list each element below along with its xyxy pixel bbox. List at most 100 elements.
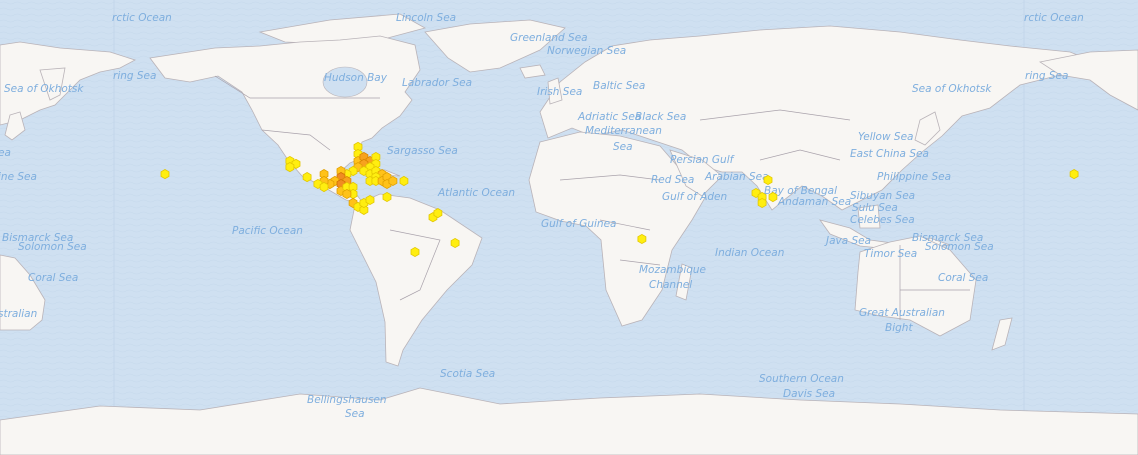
hudson-bay xyxy=(322,66,368,98)
land-layer xyxy=(0,13,1138,455)
hexbin-cell[interactable] xyxy=(388,175,398,187)
label-sibuyan-sea: Sibuyan Sea xyxy=(850,190,915,202)
hexbin-cell[interactable] xyxy=(319,181,329,193)
hexbin-cell[interactable] xyxy=(302,172,312,183)
border-us-mexico xyxy=(261,129,331,151)
label-coral-sea: Coral Sea xyxy=(938,272,988,284)
label-bismarck-sea: Bismarck Sea xyxy=(912,232,983,244)
hexbin-cell[interactable] xyxy=(359,204,369,215)
label-timor-sea: Timor Sea xyxy=(864,248,917,260)
land-iceland xyxy=(519,64,546,79)
label-yellow-sea: Yellow Sea xyxy=(858,131,913,143)
label-sargasso-sea: Sargasso Sea xyxy=(387,145,458,157)
land-australia-left xyxy=(0,254,46,331)
land-greenland-arctic xyxy=(258,13,427,45)
land-madagascar xyxy=(675,263,693,301)
hexbin-cell[interactable] xyxy=(285,162,295,173)
hexbin-cell[interactable] xyxy=(160,169,170,180)
hexbin-cell[interactable] xyxy=(768,191,778,203)
hexbin-cell[interactable] xyxy=(450,237,460,249)
border-australia xyxy=(899,245,970,320)
land-greenland xyxy=(424,19,566,73)
label-bering-sea-left: ring Sea xyxy=(113,70,156,82)
land-alaska-right xyxy=(1038,49,1138,111)
land-arabia xyxy=(669,149,723,197)
hexbin-cell[interactable] xyxy=(382,191,392,203)
label-java-sea: Java Sea xyxy=(824,235,871,247)
label-gulf-of-guinea: Gulf of Guinea xyxy=(541,218,616,230)
label-bay-of-bengal: Bay of Bengal xyxy=(764,185,837,197)
label-mozambique: Mozambique xyxy=(639,264,706,276)
label-arabian-sea: Arabian Sea xyxy=(704,171,769,183)
border-brazil xyxy=(389,229,441,301)
hexbin-cell[interactable] xyxy=(757,197,767,209)
hexbin-cell[interactable] xyxy=(399,175,409,187)
land-uk xyxy=(547,77,563,105)
border-us-canada xyxy=(214,75,380,99)
label-sea-clipped-left: ea xyxy=(0,147,11,159)
land-antarctica xyxy=(0,387,1138,455)
label-solomon-sea: Solomon Sea xyxy=(925,241,994,253)
label-andaman-sea: Andaman Sea xyxy=(777,196,851,208)
label-baltic-sea: Baltic Sea xyxy=(593,80,645,92)
label-gulf-of-aden: Gulf of Aden xyxy=(662,191,727,203)
borders-layer xyxy=(214,75,970,320)
label-sulu-sea: Sulu Sea xyxy=(852,202,898,214)
ocean-labels: rctic Ocean Lincoln Sea Greenland Sea No… xyxy=(0,12,1084,420)
label-mozambique-channel: Channel xyxy=(649,279,692,291)
label-celebes-sea: Celebes Sea xyxy=(850,214,915,226)
land-new-zealand xyxy=(991,317,1013,351)
border-africa xyxy=(559,174,661,266)
label-philippine-sea-left: ine Sea xyxy=(0,171,37,183)
hexbin-cell[interactable] xyxy=(410,246,420,258)
land-japan xyxy=(914,111,941,146)
label-bellingshausen: Bellingshausen xyxy=(307,394,387,406)
label-great-australian: Great Australian xyxy=(859,307,945,319)
label-pacific-ocean: Pacific Ocean xyxy=(232,225,303,237)
label-black-sea: Black Sea xyxy=(635,111,686,123)
label-bight: Bight xyxy=(885,322,913,334)
label-philippine-sea: Philippine Sea xyxy=(877,171,951,183)
label-lincoln-sea: Lincoln Sea xyxy=(396,12,456,24)
land-kamchatka-left xyxy=(39,67,66,101)
label-australian-left: stralian xyxy=(0,308,37,320)
label-east-china-sea: East China Sea xyxy=(850,148,929,160)
label-sea-of-okhotsk-left: Sea of Okhotsk xyxy=(4,83,84,95)
hexbin-cell[interactable] xyxy=(763,174,773,186)
label-adriatic-sea: Adriatic Sea xyxy=(577,111,641,123)
land-australia xyxy=(854,235,977,337)
label-persian-gulf: Persian Gulf xyxy=(670,154,736,166)
land-japan-left xyxy=(4,111,26,141)
label-solomon-sea-left: Solomon Sea xyxy=(18,241,87,253)
label-atlantic-ocean: Atlantic Ocean xyxy=(437,187,515,199)
hexbin-cell[interactable] xyxy=(342,188,352,200)
label-irish-sea: Irish Sea xyxy=(537,86,582,98)
hexbin-cell[interactable] xyxy=(1069,169,1079,180)
hexbin-cell[interactable] xyxy=(637,233,647,245)
label-mediterranean: Mediterranean xyxy=(585,125,662,137)
label-bellingshausen-sea: Sea xyxy=(345,408,365,420)
label-southern-ocean: Southern Ocean xyxy=(759,373,844,385)
border-asia xyxy=(699,109,851,161)
land-east-asia-left xyxy=(0,41,137,126)
land-south-america xyxy=(349,193,483,367)
label-mediterranean-sea: Sea xyxy=(613,141,633,153)
land-africa xyxy=(528,131,707,327)
hexbin-cell[interactable] xyxy=(433,208,443,219)
land-borneo xyxy=(857,204,881,229)
label-arctic-ocean-right: rctic Ocean xyxy=(1024,12,1084,24)
label-labrador-sea: Labrador Sea xyxy=(402,77,472,89)
hexbin-layer xyxy=(160,141,1079,258)
label-bismarck-sea-left: Bismarck Sea xyxy=(2,232,73,244)
label-sea-of-okhotsk-right: Sea of Okhotsk xyxy=(912,83,992,95)
label-bering-sea-right: ring Sea xyxy=(1025,70,1068,82)
label-red-sea: Red Sea xyxy=(651,174,694,186)
label-indian-ocean: Indian Ocean xyxy=(715,247,784,259)
hexbin-cell[interactable] xyxy=(365,194,375,206)
label-arctic-ocean-left: rctic Ocean xyxy=(112,12,172,24)
label-greenland-sea: Greenland Sea xyxy=(510,32,588,44)
label-norwegian-sea: Norwegian Sea xyxy=(547,45,626,57)
label-scotia-sea: Scotia Sea xyxy=(440,368,495,380)
label-davis-sea: Davis Sea xyxy=(783,388,835,400)
